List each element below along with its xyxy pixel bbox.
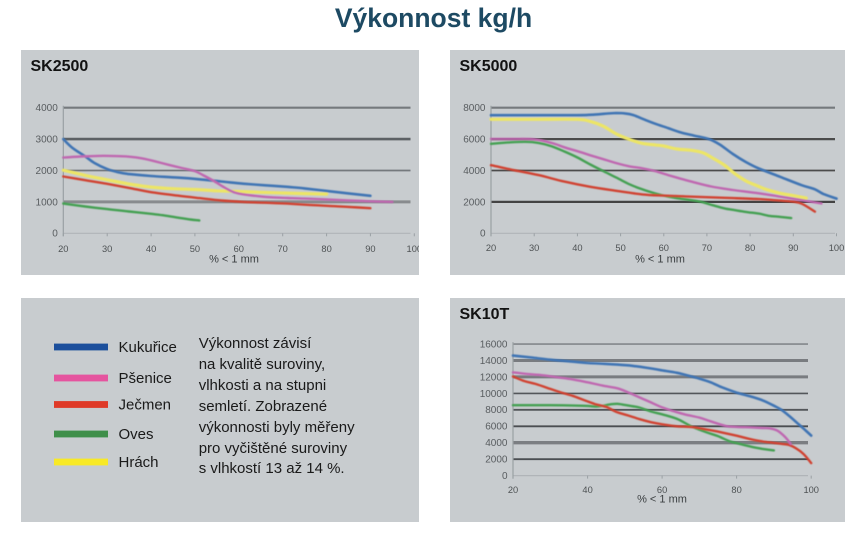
svg-text:Pšenice: Pšenice — [119, 370, 172, 387]
svg-text:40: 40 — [572, 243, 582, 253]
svg-text:12000: 12000 — [480, 372, 508, 383]
svg-text:4000: 4000 — [463, 166, 486, 177]
svg-text:% < 1 mm: % < 1 mm — [209, 254, 259, 266]
svg-text:0: 0 — [480, 229, 486, 240]
svg-text:8000: 8000 — [463, 103, 486, 114]
svg-text:60: 60 — [659, 243, 669, 253]
svg-text:% < 1 mm: % < 1 mm — [637, 494, 687, 506]
svg-text:20: 20 — [486, 243, 496, 253]
svg-text:10000: 10000 — [480, 389, 508, 400]
svg-text:20: 20 — [508, 485, 518, 495]
svg-text:30: 30 — [529, 243, 539, 253]
svg-text:4000: 4000 — [36, 103, 59, 114]
svg-text:100: 100 — [407, 244, 419, 254]
svg-text:50: 50 — [615, 243, 625, 253]
svg-text:40: 40 — [146, 244, 156, 254]
svg-text:0: 0 — [52, 229, 58, 240]
svg-text:100: 100 — [803, 485, 819, 495]
svg-text:90: 90 — [788, 243, 798, 253]
svg-text:% < 1 mm: % < 1 mm — [635, 254, 685, 266]
svg-text:80: 80 — [731, 485, 741, 495]
svg-text:0: 0 — [502, 471, 508, 482]
svg-text:1000: 1000 — [36, 197, 59, 208]
svg-text:60: 60 — [234, 244, 244, 254]
svg-text:20: 20 — [58, 244, 68, 254]
svg-text:100: 100 — [829, 243, 844, 253]
svg-text:2000: 2000 — [36, 166, 59, 177]
svg-text:6000: 6000 — [485, 422, 508, 433]
svg-text:50: 50 — [190, 244, 200, 254]
svg-text:4000: 4000 — [485, 438, 508, 449]
svg-text:6000: 6000 — [463, 135, 486, 146]
svg-text:2000: 2000 — [485, 455, 508, 466]
svg-text:14000: 14000 — [480, 356, 508, 367]
svg-text:70: 70 — [278, 244, 288, 254]
svg-text:90: 90 — [365, 244, 375, 254]
svg-text:Ječmen: Ječmen — [119, 397, 172, 414]
svg-text:30: 30 — [102, 244, 112, 254]
svg-text:16000: 16000 — [480, 340, 508, 351]
svg-text:60: 60 — [657, 485, 667, 495]
svg-text:2000: 2000 — [463, 197, 486, 208]
svg-text:80: 80 — [321, 244, 331, 254]
svg-text:40: 40 — [582, 485, 592, 495]
svg-text:8000: 8000 — [485, 405, 508, 416]
svg-text:70: 70 — [702, 243, 712, 253]
svg-text:80: 80 — [745, 243, 755, 253]
svg-text:Oves: Oves — [119, 426, 154, 443]
svg-text:3000: 3000 — [36, 135, 59, 146]
svg-text:Hrách: Hrách — [119, 454, 159, 471]
svg-text:Kukuřice: Kukuřice — [119, 339, 177, 356]
